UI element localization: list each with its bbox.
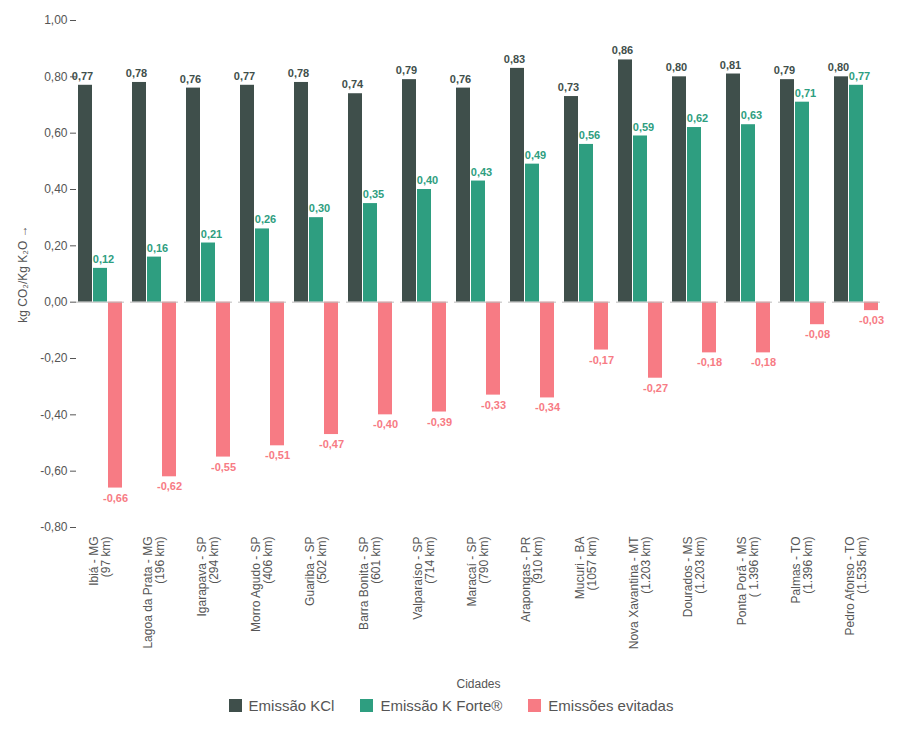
html-text:Emissões evitadas: Emissões evitadas [548, 697, 674, 714]
svg-text:Maracaí - SP(790 km): Maracaí - SP(790 km) [465, 536, 491, 606]
svg-text:0,40: 0,40 [44, 182, 68, 196]
svg-text:0,56: 0,56 [579, 129, 600, 141]
svg-text:Nova Xavantina - MT(1.203 km): Nova Xavantina - MT(1.203 km) [627, 536, 653, 649]
svg-text:0,00: 0,00 [44, 295, 68, 309]
svg-text:0,78: 0,78 [126, 67, 147, 79]
svg-text:0,73: 0,73 [558, 81, 579, 93]
svg-text:0,35: 0,35 [363, 188, 384, 200]
svg-text:-0,18: -0,18 [697, 356, 722, 368]
svg-text:0,79: 0,79 [396, 64, 417, 76]
svg-text:-0,34: -0,34 [535, 401, 561, 413]
svg-text:-0,39: -0,39 [427, 416, 452, 428]
svg-text:Cidades: Cidades [456, 677, 500, 691]
svg-text:-0,27: -0,27 [643, 382, 668, 394]
svg-text:-0,40: -0,40 [373, 418, 398, 430]
html-text:Emissão KCl: Emissão KCl [248, 697, 335, 714]
svg-text:-0,18: -0,18 [751, 356, 776, 368]
svg-text:0,77: 0,77 [72, 70, 93, 82]
svg-text:0,76: 0,76 [180, 73, 201, 85]
svg-text:0,79: 0,79 [774, 64, 795, 76]
html-text:Emissão K Forte®: Emissão K Forte® [380, 697, 503, 714]
svg-text:Valparaíso - SP(714 km): Valparaíso - SP(714 km) [411, 536, 437, 619]
svg-text:0,63: 0,63 [741, 109, 762, 121]
svg-text:-0,47: -0,47 [319, 438, 344, 450]
svg-text:0,49: 0,49 [525, 149, 546, 161]
svg-text:0,20: 0,20 [44, 239, 68, 253]
svg-text:0,16: 0,16 [147, 242, 168, 254]
svg-text:0,12: 0,12 [93, 253, 114, 265]
svg-text:0,83: 0,83 [504, 53, 525, 65]
svg-text:0,40: 0,40 [417, 174, 438, 186]
svg-text:0,77: 0,77 [849, 70, 870, 82]
svg-text:-0,17: -0,17 [589, 354, 614, 366]
svg-text:-0,08: -0,08 [805, 328, 830, 340]
svg-text:0,78: 0,78 [288, 67, 309, 79]
svg-text:Lagoa da Prata - MG(196 km): Lagoa da Prata - MG(196 km) [141, 536, 167, 648]
svg-text:0,76: 0,76 [450, 73, 471, 85]
svg-text:Barra Bonita - SP(601 km): Barra Bonita - SP(601 km) [357, 536, 383, 629]
svg-text:0,26: 0,26 [255, 213, 276, 225]
svg-text:-0,51: -0,51 [265, 449, 290, 461]
svg-text:Igarapava - SP(294 km): Igarapava - SP(294 km) [195, 536, 221, 616]
svg-text:Guariba - SP(502 km): Guariba - SP(502 km) [303, 536, 329, 605]
svg-text:-0,55: -0,55 [211, 461, 236, 473]
svg-text:1,00: 1,00 [44, 13, 68, 27]
svg-text:Dourados - MS(1.203 km): Dourados - MS(1.203 km) [681, 537, 707, 618]
svg-text:0,74: 0,74 [342, 78, 364, 90]
svg-text:-0,80: -0,80 [40, 520, 68, 534]
svg-text:Morro Agudo - SP(406 km): Morro Agudo - SP(406 km) [249, 536, 275, 631]
svg-text:0,86: 0,86 [612, 44, 633, 56]
svg-text:0,43: 0,43 [471, 166, 492, 178]
svg-text:-0,62: -0,62 [157, 480, 182, 492]
svg-text:-0,33: -0,33 [481, 399, 506, 411]
svg-text:Palmas - TO(1.396 km): Palmas - TO(1.396 km) [789, 537, 815, 604]
svg-text:0,81: 0,81 [720, 59, 741, 71]
svg-text:0,80: 0,80 [666, 61, 687, 73]
svg-text:-0,20: -0,20 [40, 351, 68, 365]
svg-text:Pedro Afonso - TO(1.535 km): Pedro Afonso - TO(1.535 km) [843, 537, 869, 636]
svg-text:0,77: 0,77 [234, 70, 255, 82]
svg-text:-0,03: -0,03 [859, 314, 884, 326]
svg-text:Mucuri - BA(1057 km): Mucuri - BA(1057 km) [573, 537, 599, 600]
svg-text:0,30: 0,30 [309, 202, 330, 214]
svg-text:Arapongas - PR(910 km): Arapongas - PR(910 km) [519, 536, 545, 622]
svg-text:0,71: 0,71 [795, 87, 816, 99]
svg-text:0,80: 0,80 [828, 61, 849, 73]
svg-text:Ponta Porã - MS( 1.396 km): Ponta Porã - MS( 1.396 km) [735, 536, 761, 625]
svg-text:0,59: 0,59 [633, 121, 654, 133]
svg-text:0,21: 0,21 [201, 228, 222, 240]
svg-text:-0,66: -0,66 [103, 492, 128, 504]
svg-text:0,62: 0,62 [687, 112, 708, 124]
svg-text:Ibiá - MG(97 km): Ibiá - MG(97 km) [87, 536, 113, 585]
svg-text:0,60: 0,60 [44, 126, 68, 140]
svg-text:0,80: 0,80 [44, 70, 68, 84]
svg-text:-0,40: -0,40 [40, 408, 68, 422]
svg-text:-0,60: -0,60 [40, 464, 68, 478]
svg-text:kg CO₂/Kg K₂O →: kg CO₂/Kg K₂O → [16, 225, 30, 322]
